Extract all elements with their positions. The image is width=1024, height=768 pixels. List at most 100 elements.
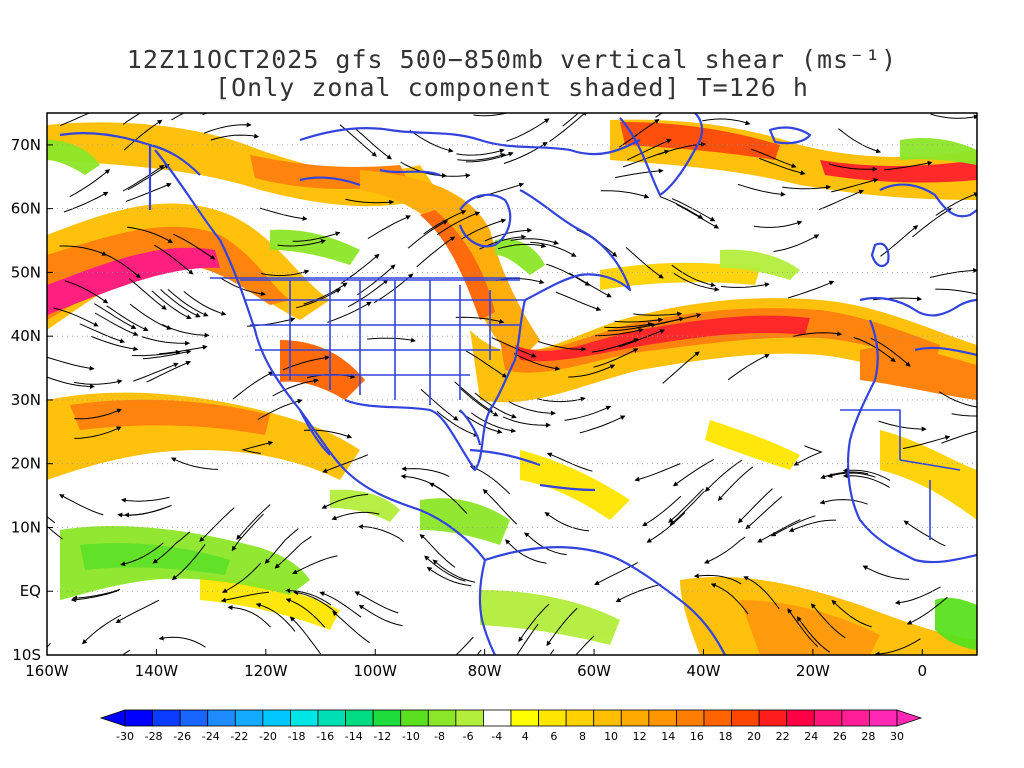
streamline (508, 401, 556, 416)
streamline (929, 268, 977, 278)
streamline (122, 113, 142, 125)
streamline (549, 113, 588, 142)
streamline (591, 338, 639, 353)
streamline (59, 245, 108, 256)
streamline (158, 635, 206, 648)
streamline (842, 473, 890, 488)
streamline (646, 512, 686, 543)
streamline (264, 528, 299, 564)
streamline (831, 599, 872, 628)
title-line-1: 12Z11OCT2025 gfs 500−850mb vertical shea… (126, 45, 898, 74)
colorbar-label: 14 (661, 730, 675, 743)
streamline (64, 280, 109, 304)
streamline (121, 496, 170, 503)
streamline (367, 215, 412, 240)
streamline (796, 616, 830, 653)
streamline (358, 604, 403, 627)
streamline (69, 169, 111, 198)
streamline (773, 234, 820, 252)
streamline (400, 474, 447, 494)
streamline (518, 603, 550, 643)
streamline (842, 467, 891, 481)
streamline (457, 153, 506, 161)
streamline (482, 488, 518, 525)
streamline (129, 303, 172, 330)
streamline (810, 603, 846, 639)
lon-tick-label: 80W (468, 662, 502, 680)
colorbar-label: -12 (373, 730, 391, 743)
streamline (874, 638, 921, 655)
streamline (906, 596, 948, 625)
graticule (47, 144, 977, 592)
streamline (142, 349, 192, 360)
streamline (600, 190, 650, 199)
streamline (203, 122, 252, 134)
streamline (595, 327, 644, 337)
streamline (787, 608, 819, 647)
streamline (575, 635, 595, 655)
colorbar-label: 18 (718, 730, 732, 743)
streamline (793, 445, 823, 466)
streamline (160, 289, 201, 318)
streamline (818, 189, 865, 211)
streamline (322, 454, 369, 473)
colorbar-label: -26 (173, 730, 191, 743)
streamline (568, 364, 616, 378)
streamline (94, 303, 137, 329)
plot-frame (46, 112, 978, 656)
streamline (579, 415, 626, 434)
colorbar-swatch (179, 709, 209, 727)
streamline (717, 466, 754, 502)
streamline (345, 198, 395, 205)
streamline (884, 160, 933, 171)
streamline (146, 361, 192, 383)
coastlines (59, 113, 977, 655)
streamline (432, 559, 476, 583)
streamline (704, 459, 743, 492)
streamline (47, 376, 95, 389)
streamline (491, 337, 537, 358)
streamline (737, 488, 773, 524)
chart-title: 12Z11OCT2025 gfs 500−850mb vertical shea… (0, 46, 1024, 102)
streamline (436, 211, 481, 236)
streamline (261, 269, 310, 277)
lon-tick-label: 140W (135, 662, 179, 680)
streamline (671, 198, 716, 222)
streamline (132, 362, 179, 382)
streamline (289, 616, 322, 655)
streamline (407, 220, 449, 249)
streamline (123, 119, 163, 151)
colorbar-label: -6 (463, 730, 474, 743)
streamline (750, 148, 797, 168)
streamline (73, 379, 123, 385)
streamline (63, 191, 109, 213)
streamline (633, 311, 683, 317)
colorbar-label: 12 (633, 730, 647, 743)
streamline (828, 163, 878, 172)
colorbar-swatch (207, 709, 236, 727)
streamline (167, 289, 209, 317)
colorbar-label: 10 (604, 730, 618, 743)
streamline (47, 515, 56, 524)
streamline (358, 524, 404, 542)
streamline (277, 239, 326, 247)
streamline (120, 542, 164, 567)
streamline (703, 536, 746, 564)
lon-tick-label: 120W (244, 662, 288, 680)
colorbar-swatch (290, 709, 319, 727)
streamline (668, 488, 704, 523)
streamline (502, 416, 551, 428)
streamline (409, 129, 454, 153)
streamline (79, 323, 126, 344)
streamline (436, 410, 479, 437)
streamline (544, 512, 590, 532)
streamline (870, 337, 911, 367)
streamline (59, 494, 104, 516)
colorbar-swatch (262, 709, 291, 727)
lon-tick-label: 160W (25, 662, 69, 680)
streamline (159, 344, 208, 355)
lon-tick-label: 20W (796, 662, 830, 680)
streamline (259, 207, 308, 221)
streamline (513, 353, 561, 371)
colorbar-label: -30 (116, 730, 134, 743)
